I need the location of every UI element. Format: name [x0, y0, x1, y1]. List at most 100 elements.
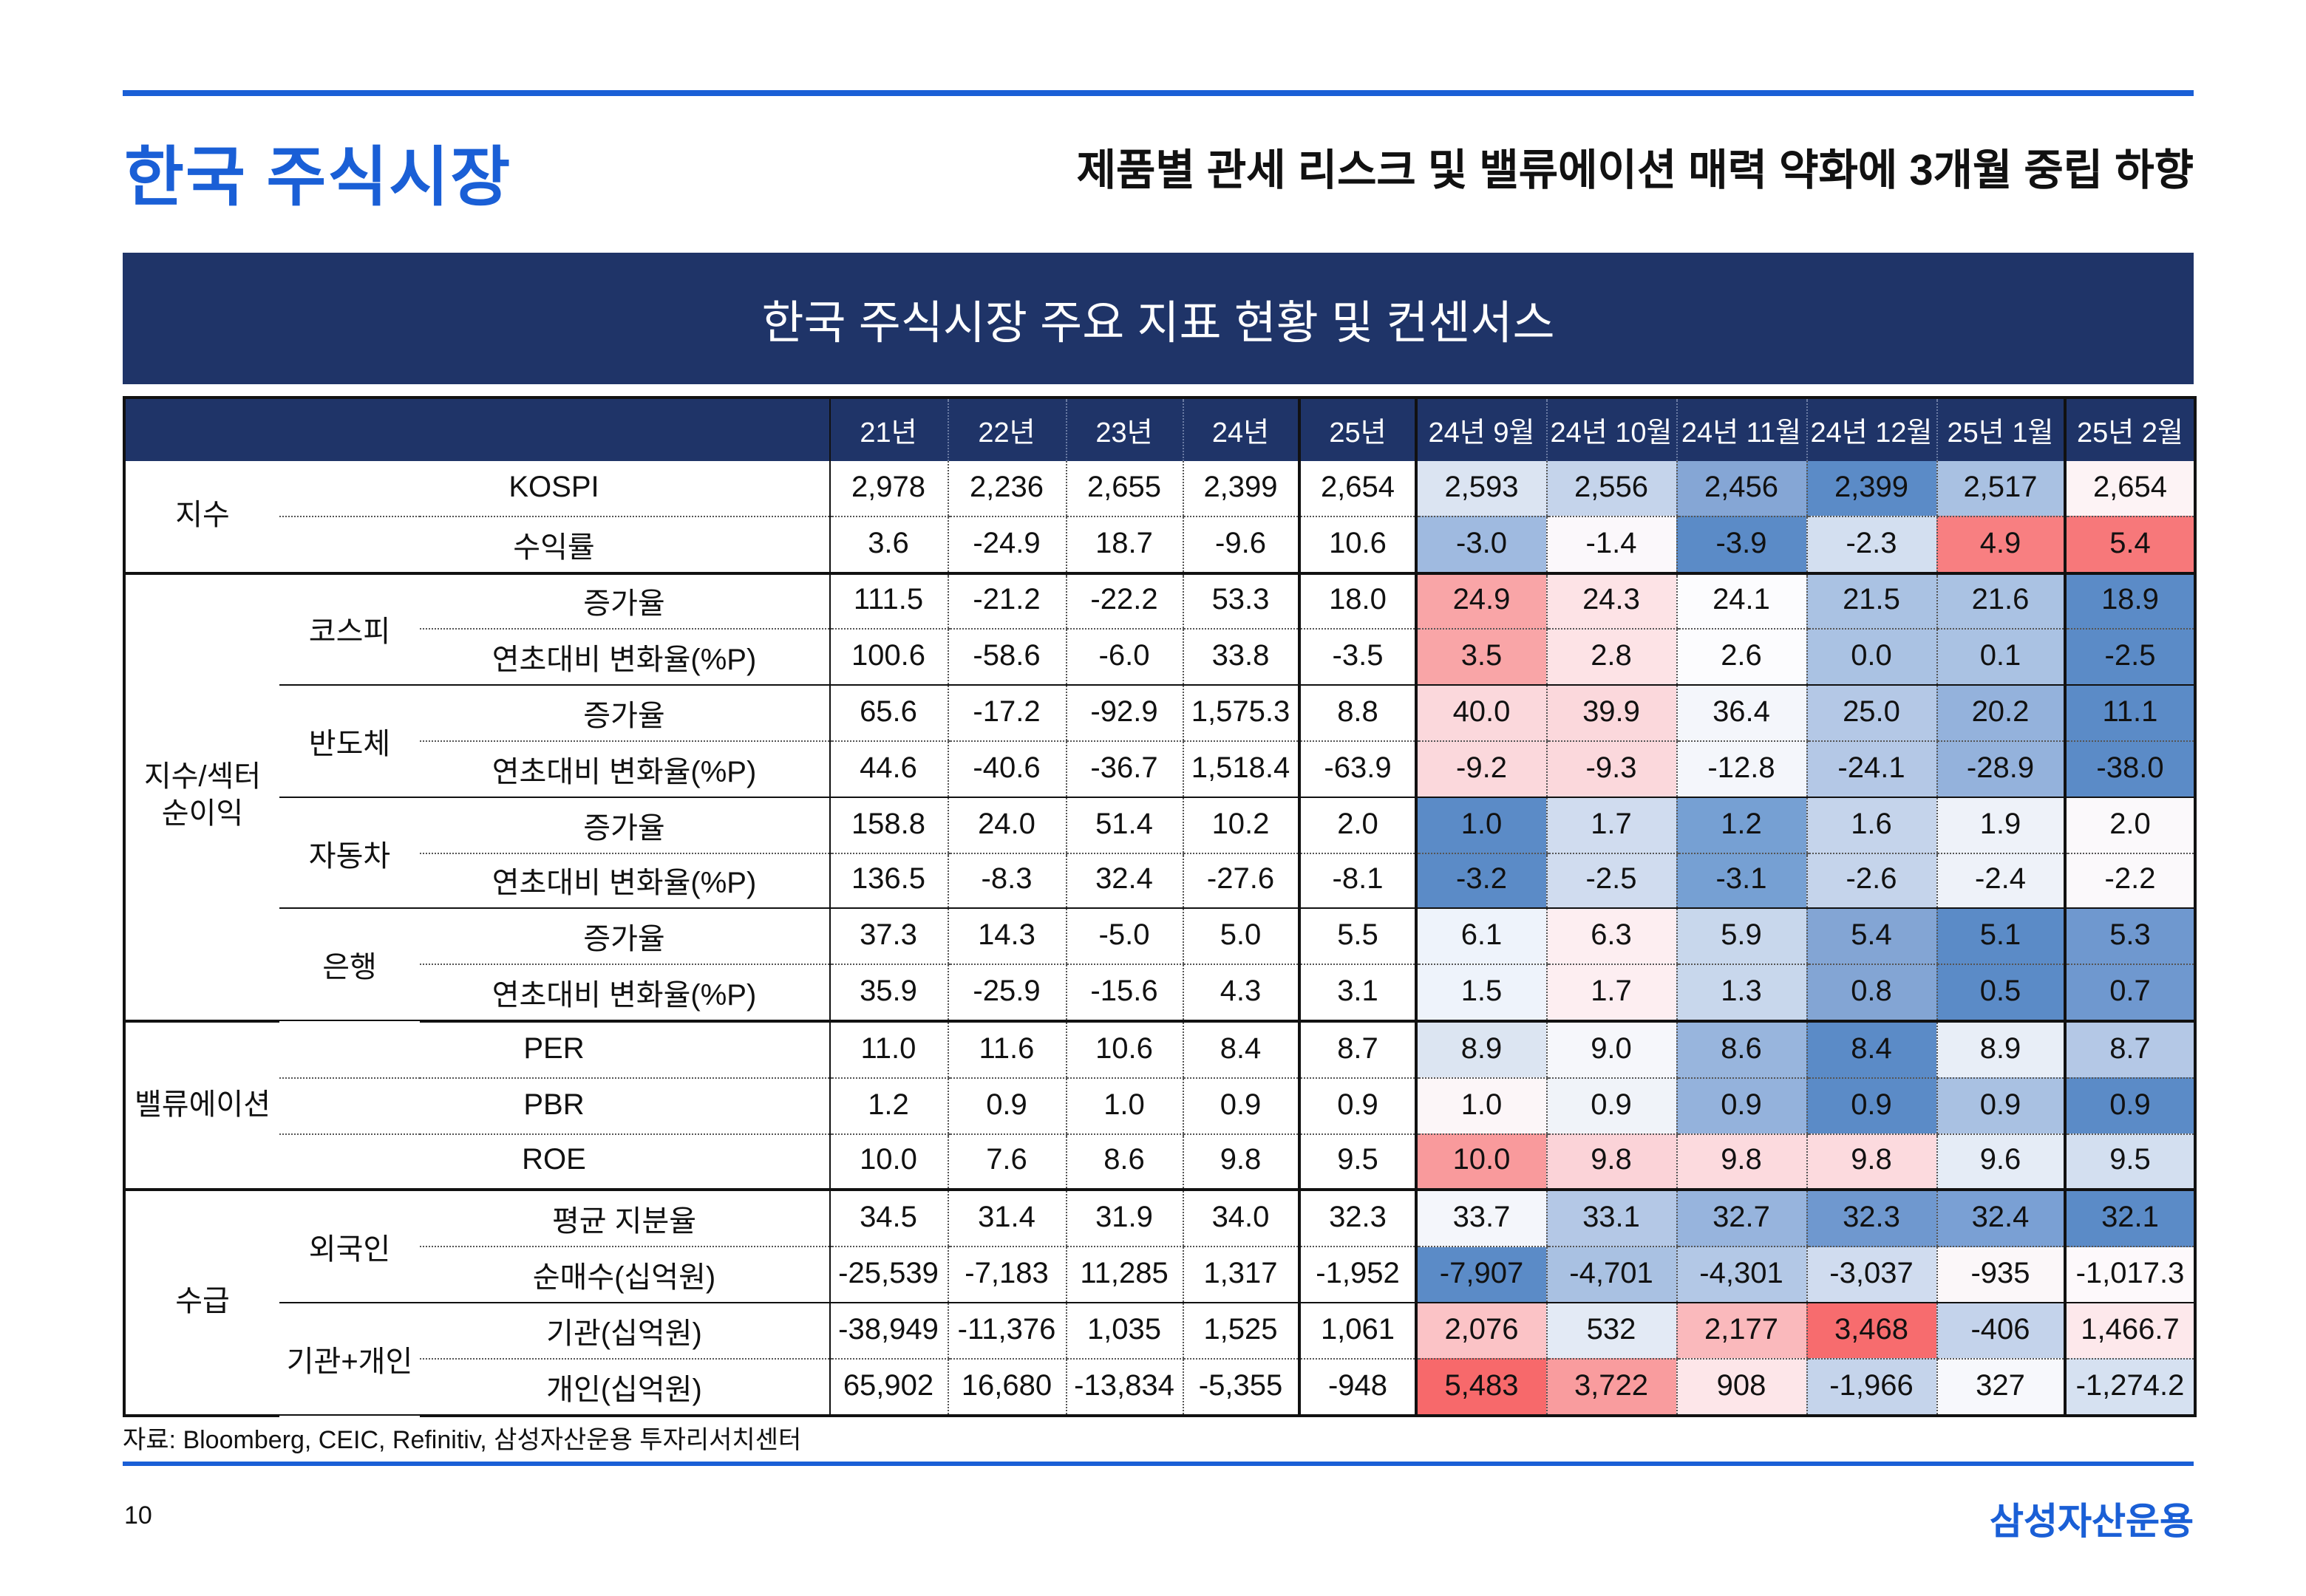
table-cell: 3,468: [1806, 1302, 1936, 1360]
source-note: 자료: Bloomberg, CEIC, Refinitiv, 삼성자산운용 투…: [123, 1426, 802, 1454]
table-cell: 34.5: [829, 1190, 948, 1248]
table-cell: 2,399: [1182, 461, 1299, 517]
table-cell: 32.3: [1806, 1190, 1936, 1248]
table-cell: 5.3: [2064, 908, 2195, 966]
top-divider: [123, 90, 2194, 96]
row-label: 기관(십억원): [420, 1302, 829, 1360]
table-row: 수급 외국인 평균 지분율 34.5 31.4 31.9 34.0 32.3 33.7 33.1 3…: [123, 1190, 2195, 1417]
table-row: 연초대비 변화율(%P) 100.6 -58.6 -6.0 33.8 -3.5 3.5 2.8…: [124, 629, 2195, 686]
indicator-table: 21년 22년 23년 24년 25년 24년 9월 24년 10월 24년 11월 24년 1…: [123, 396, 2197, 1417]
table-cell: -6.0: [1065, 629, 1183, 686]
table-cell: 2,177: [1676, 1302, 1806, 1360]
table-cell: 9.8: [1806, 1133, 1936, 1192]
table-cell: 111.5: [829, 573, 948, 630]
table-cell: 1,525: [1182, 1302, 1299, 1360]
table-cell: 2,978: [829, 461, 948, 517]
table-cell: -92.9: [1065, 685, 1183, 742]
table-cell: 65.6: [829, 685, 948, 742]
group-label: 지수/섹터 순이익: [123, 573, 279, 1023]
table-cell: -38,949: [829, 1302, 948, 1360]
table-cell: 6.3: [1545, 908, 1676, 966]
page-title: 한국 주식시장: [124, 142, 512, 214]
table-cell: -8.3: [947, 853, 1066, 910]
table-cell: 2,456: [1676, 461, 1806, 517]
row-label: PER: [279, 1020, 829, 1079]
table-cell: 2.0: [1298, 797, 1416, 854]
table-cell: -1,952: [1298, 1247, 1416, 1303]
table-row: 개인(십억원) 65,902 16,680 -13,834 -5,355 -948 5,48…: [124, 1358, 2195, 1417]
table-title-banner: 한국 주식시장 주요 지표 현황 및 컨센서스: [123, 253, 2194, 384]
group-label: 밸류에이션: [123, 1020, 279, 1192]
table-cell: 2,654: [1298, 461, 1416, 517]
table-cell: 20.2: [1936, 685, 2065, 742]
table-cell: -4,701: [1545, 1247, 1676, 1303]
table-cell: 0.9: [1806, 1077, 1936, 1135]
table-cell: 14.3: [947, 908, 1066, 966]
table-cell: 0.5: [1936, 964, 2065, 1023]
table-cell: 5.4: [1806, 908, 1936, 966]
table-cell: -2.3: [1806, 516, 1936, 575]
table-cell: -36.7: [1065, 740, 1183, 798]
table-cell: 1,061: [1298, 1302, 1416, 1360]
table-cell: 8.9: [1936, 1020, 2065, 1079]
table-cell: 0.9: [1182, 1077, 1299, 1135]
table-cell: 0.7: [2064, 964, 2195, 1023]
table-cell: 9.5: [1298, 1133, 1416, 1192]
table-cell: 24.9: [1415, 573, 1546, 630]
group-label: 지수: [123, 461, 279, 575]
column-header: 24년 9월: [1415, 396, 1546, 461]
table-row: 밸류에이션 PER 11.0 11.6 10.6 8.4 8.7 8.9 9.0 8.6 8.4 8.…: [123, 1020, 2195, 1192]
table-row: 연초대비 변화율(%P) 136.5 -8.3 32.4 -27.6 -8.1 -3.2 -2…: [124, 853, 2195, 910]
column-header: 23년: [1065, 396, 1183, 461]
table-cell: 40.0: [1415, 685, 1546, 742]
table-cell: 1.0: [1415, 1077, 1546, 1135]
row-label: 수익률: [279, 516, 829, 575]
table-cell: -17.2: [947, 685, 1066, 742]
table-cell: -2.5: [2064, 629, 2195, 686]
table-cell: -40.6: [947, 740, 1066, 798]
table-cell: 10.0: [829, 1133, 948, 1192]
subgroup-label: 은행: [279, 908, 420, 1022]
table-cell: 18.0: [1298, 573, 1416, 630]
table-row: 연초대비 변화율(%P) 44.6 -40.6 -36.7 1,518.4 -63.9 -9…: [124, 740, 2195, 798]
table-cell: -4,301: [1676, 1247, 1806, 1303]
table-cell: 8.8: [1298, 685, 1416, 742]
table-cell: -25,539: [829, 1247, 948, 1303]
table-cell: -24.9: [947, 516, 1066, 575]
table-cell: 32.4: [1936, 1190, 2065, 1248]
table-cell: 8.7: [1298, 1020, 1416, 1079]
table-cell: 1.7: [1545, 964, 1676, 1023]
table-cell: 32.4: [1065, 853, 1183, 910]
subgroup-label: 기관+개인: [279, 1302, 420, 1416]
table-cell: 2,236: [947, 461, 1066, 517]
table-cell: 0.9: [1545, 1077, 1676, 1135]
row-label: 연초대비 변화율(%P): [420, 853, 829, 910]
table-cell: 44.6: [829, 740, 948, 798]
table-cell: 8.6: [1676, 1020, 1806, 1079]
header-blank: [123, 396, 829, 461]
table-cell: -3.1: [1676, 853, 1806, 910]
table-cell: 2,654: [2064, 461, 2195, 517]
table-cell: 10.0: [1415, 1133, 1546, 1192]
table-cell: 2,076: [1415, 1302, 1546, 1360]
table-cell: -3,037: [1806, 1247, 1936, 1303]
table-cell: -9.2: [1415, 740, 1546, 798]
table-cell: 9.0: [1545, 1020, 1676, 1079]
table-cell: -24.1: [1806, 740, 1936, 798]
table-cell: 5.9: [1676, 908, 1806, 966]
table-cell: 31.4: [947, 1190, 1066, 1248]
table-cell: -9.6: [1182, 516, 1299, 575]
table-cell: 24.0: [947, 797, 1066, 854]
table-cell: 1.0: [1415, 797, 1546, 854]
column-header: 24년 12월: [1806, 396, 1936, 461]
table-cell: -2.4: [1936, 853, 2065, 910]
table-cell: 2.6: [1676, 629, 1806, 686]
table-cell: 3.6: [829, 516, 948, 575]
page-subtitle: 제품별 관세 리스크 및 밸류에이션 매력 약화에 3개월 중립 하향: [1076, 148, 2194, 195]
column-header: 22년: [947, 396, 1066, 461]
table-cell: -7,183: [947, 1247, 1066, 1303]
table-cell: -28.9: [1936, 740, 2065, 798]
table-cell: 1.6: [1806, 797, 1936, 854]
table-cell: -2.6: [1806, 853, 1936, 910]
subgroup-label: 코스피: [279, 573, 420, 686]
